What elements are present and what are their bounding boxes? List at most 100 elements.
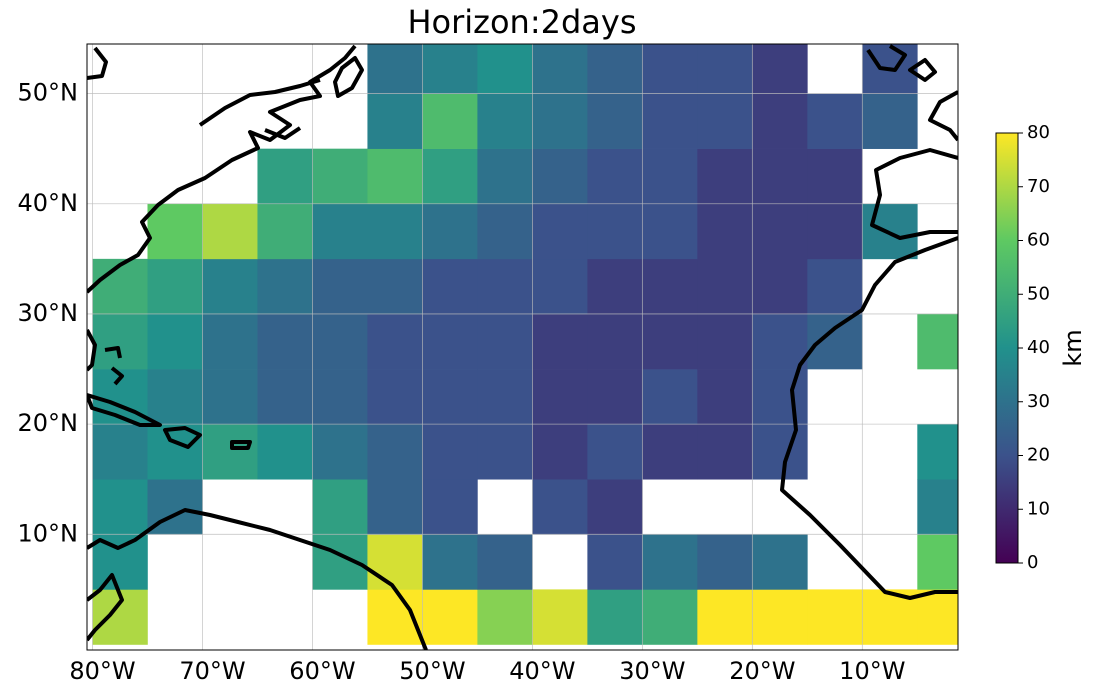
coastline-north-america — [87, 44, 357, 294]
cell — [642, 44, 698, 94]
cell — [752, 258, 808, 315]
cell — [917, 479, 958, 535]
cell — [587, 258, 643, 315]
coastline-bahamas — [104, 346, 124, 386]
colorbar-label: km — [1059, 329, 1087, 366]
cell — [697, 148, 753, 205]
cell — [532, 479, 588, 535]
cell — [257, 203, 313, 260]
heatmap — [92, 44, 958, 645]
cell — [477, 203, 533, 260]
cell — [312, 479, 368, 535]
cell — [917, 534, 958, 590]
cell — [807, 589, 863, 645]
cell — [807, 93, 863, 149]
cell — [92, 424, 148, 480]
cell — [422, 93, 478, 149]
cell — [807, 203, 863, 260]
cell — [257, 313, 313, 370]
cell — [642, 258, 698, 315]
cell — [752, 93, 808, 149]
cell — [642, 589, 698, 645]
cell — [752, 44, 808, 94]
plot-frame — [86, 43, 959, 651]
cell — [422, 258, 478, 315]
colorbar-tick-label: 40 — [1027, 337, 1050, 358]
cell — [807, 258, 863, 315]
cell — [257, 148, 313, 205]
cell — [202, 369, 258, 425]
cell — [752, 424, 808, 480]
cell — [807, 148, 863, 205]
cell — [642, 369, 698, 425]
cell — [752, 203, 808, 260]
x-tick-label: 70°W — [179, 657, 245, 685]
colorbar-tick-label: 70 — [1027, 176, 1050, 197]
coastline-newfoundland — [333, 56, 364, 98]
cell — [422, 589, 478, 645]
cell — [587, 589, 643, 645]
coastline-canada — [87, 46, 321, 140]
y-tick-label: 50°N — [18, 79, 79, 107]
cell — [532, 44, 588, 94]
cell — [257, 424, 313, 480]
cell — [367, 44, 423, 94]
cell — [697, 369, 753, 425]
cell — [422, 313, 478, 370]
cell — [367, 93, 423, 149]
cell — [92, 313, 148, 370]
cell — [807, 313, 863, 370]
cell — [532, 424, 588, 480]
cell — [422, 424, 478, 480]
cell — [532, 258, 588, 315]
cell — [257, 369, 313, 425]
coastline-uk — [866, 44, 937, 82]
cell — [642, 93, 698, 149]
x-tick-label: 10°W — [839, 657, 905, 685]
cell — [752, 534, 808, 590]
colorbar — [995, 132, 1019, 564]
cell — [422, 148, 478, 205]
cell — [202, 313, 258, 370]
colorbar-tick-label: 80 — [1027, 122, 1050, 143]
y-tick-label: 40°N — [18, 189, 79, 217]
cell — [202, 203, 258, 260]
coastline-cuba — [87, 393, 162, 427]
cell — [532, 203, 588, 260]
coastline-puerto-rico — [230, 440, 252, 450]
cell — [477, 424, 533, 480]
cell — [587, 93, 643, 149]
coastline-europe — [870, 90, 958, 240]
cell — [367, 534, 423, 590]
x-tick-label: 30°W — [619, 657, 685, 685]
coastline-hispaniola — [163, 426, 202, 449]
coastline-florida — [87, 329, 97, 372]
cell — [697, 44, 753, 94]
cell — [587, 148, 643, 205]
cell — [917, 424, 958, 480]
cell — [532, 313, 588, 370]
y-tick-label: 20°N — [18, 409, 79, 437]
cell — [697, 589, 753, 645]
cell — [587, 44, 643, 94]
cell — [477, 258, 533, 315]
colorbar-tick-label: 10 — [1027, 498, 1050, 519]
x-tick-label: 50°W — [399, 657, 465, 685]
cell — [312, 369, 368, 425]
cell — [367, 313, 423, 370]
cell — [697, 424, 753, 480]
colorbar-tick-label: 0 — [1027, 552, 1038, 573]
cell — [532, 93, 588, 149]
cell — [147, 313, 203, 370]
x-tick-label: 40°W — [509, 657, 575, 685]
grid — [87, 44, 958, 650]
cell — [752, 313, 808, 370]
cell — [92, 479, 148, 535]
cell — [532, 369, 588, 425]
cell — [477, 93, 533, 149]
cell — [202, 258, 258, 315]
cell — [752, 589, 808, 645]
cell — [202, 424, 258, 480]
cell — [587, 313, 643, 370]
